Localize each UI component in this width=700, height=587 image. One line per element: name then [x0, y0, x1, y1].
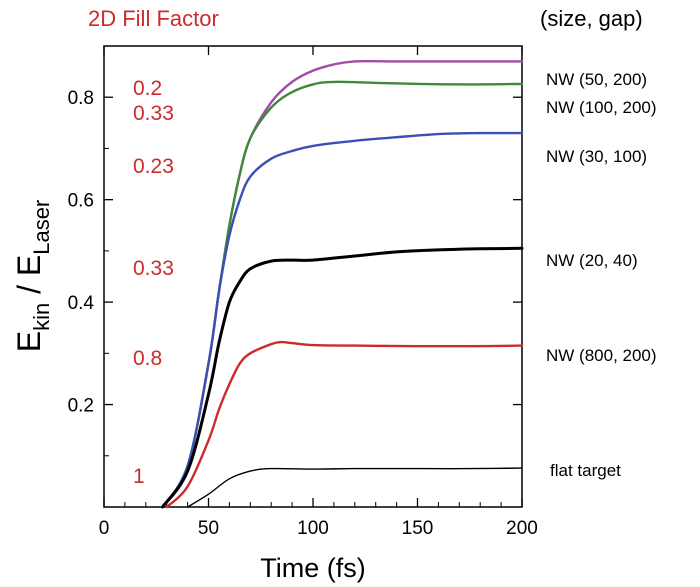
x-tick-label: 50 — [198, 518, 219, 539]
y-label-sub2: Laser — [29, 200, 54, 255]
y-tick-label: 0.6 — [68, 191, 94, 212]
y-axis-label-text: Ekin / ELaser — [11, 200, 54, 353]
fill-factor-label: 0.8 — [133, 347, 162, 370]
y-label-e1: E — [11, 331, 47, 352]
series-line-nw-30-100 — [161, 131, 524, 509]
fill-factor-label: 0.33 — [133, 257, 174, 280]
x-tick-label: 100 — [297, 518, 329, 539]
y-tick-label: 0.2 — [68, 396, 94, 417]
series-curves — [161, 59, 524, 509]
tick-labels: 0 50 100 150 200 0.2 0.4 0.6 0.8 — [68, 88, 538, 539]
axis-ticks — [103, 45, 523, 507]
legend-label: NW (800, 200) — [546, 346, 657, 365]
legend-label: NW (20, 40) — [546, 251, 638, 270]
legend-labels: NW (50, 200) NW (100, 200) NW (30, 100) NW … — [546, 70, 657, 480]
series-line-nw-800-200 — [165, 340, 524, 509]
x-tick-label: 150 — [402, 518, 434, 539]
legend-label: NW (50, 200) — [546, 70, 647, 89]
x-axis-label: Time (fs) — [260, 553, 365, 583]
y-label-slash: / E — [11, 255, 47, 303]
series-line-nw-100-200 — [161, 80, 524, 509]
y-tick-label: 0.4 — [68, 293, 95, 314]
fill-factor-label: 0.33 — [133, 102, 174, 125]
x-tick-label: 0 — [99, 518, 110, 539]
y-label-sub1: kin — [29, 303, 54, 331]
y-axis-label: Ekin / ELaser — [11, 200, 54, 353]
x-tick-label: 200 — [506, 518, 538, 539]
series-line-flat-target — [186, 467, 523, 508]
fill-factor-labels: 0.20.330.230.330.81 — [133, 77, 174, 488]
y-tick-label: 0.8 — [68, 88, 94, 109]
legend-header: (size, gap) — [540, 6, 643, 31]
legend-label: NW (30, 100) — [546, 147, 647, 166]
series-line-nw-20-40 — [161, 246, 524, 509]
legend-label: flat target — [550, 461, 621, 480]
fill-factor-header: 2D Fill Factor — [88, 6, 219, 31]
legend-label: NW (100, 200) — [546, 98, 657, 117]
fill-factor-label: 0.2 — [133, 77, 162, 100]
fill-factor-label: 0.23 — [133, 155, 174, 178]
series-line-nw-50-200 — [161, 59, 524, 509]
fill-factor-label: 1 — [133, 465, 145, 488]
